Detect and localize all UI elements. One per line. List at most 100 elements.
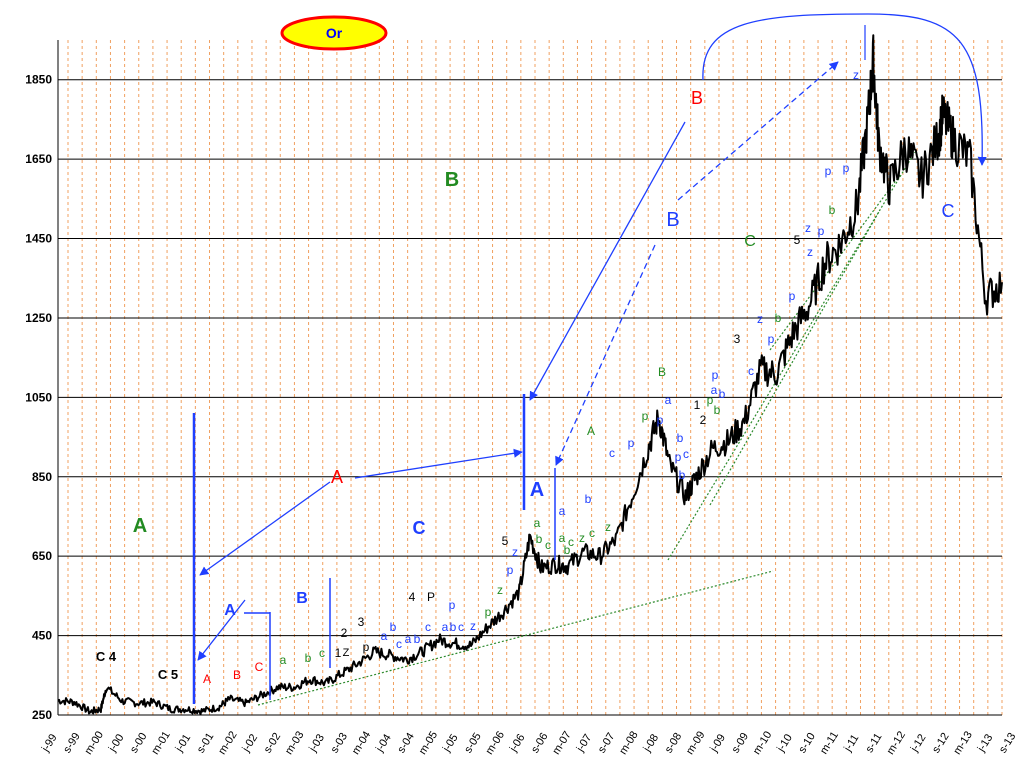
wave-label: B [233,668,241,682]
wave-label: a [559,504,566,518]
wave-label: a [381,629,388,643]
wave-label: 3 [734,332,741,346]
wave-arrow [555,244,656,466]
wave-label: B [691,88,703,108]
wave-label: p [825,164,832,178]
wave-label: p [507,563,514,577]
wave-arrow [197,599,246,661]
wave-arrows [192,13,987,704]
wave-label: C [255,660,264,674]
wave-label: A [530,479,544,501]
wave-label: p [712,368,719,382]
wave-label: p [657,413,664,427]
wave-label: p [707,393,714,407]
y-tick-label: 650 [32,549,52,563]
y-tick-label: 1250 [25,311,52,325]
wave-label: 5 [502,534,509,548]
wave-label: 2 [700,413,707,427]
wave-label: b [775,311,782,325]
wave-label: a [534,516,541,530]
y-tick-label: 1650 [25,152,52,166]
wave-label: b [536,532,543,546]
wave-label: B [445,169,459,191]
wave-label: a [711,383,718,397]
wave-label: A [224,602,236,619]
trend-line [257,570,774,706]
wave-label: a [442,620,449,634]
wave-label: z [605,520,611,534]
wave-label: C [744,233,756,250]
wave-label: c [425,620,431,634]
wave-label: p [843,161,850,175]
wave-label: b [679,468,686,482]
wave-label: 3 [358,615,365,629]
y-tick-label: 1050 [25,390,52,404]
wave-label: c [396,637,402,651]
wave-label: A [133,515,147,537]
wave-label: z [497,583,503,597]
vertical-gridlines [67,40,1003,715]
wave-label: z [807,245,813,259]
wave-label: b [305,651,312,665]
wave-label: b [677,431,684,445]
wave-label: A [203,672,211,686]
wave-label: c [589,526,595,540]
wave-label: p [768,332,775,346]
wave-label: b [585,492,592,506]
trend-line [769,174,901,351]
wave-label: z [470,619,476,633]
wave-label: a [405,632,412,646]
wave-label: b [719,387,726,401]
price-series-line [57,34,1003,716]
wave-arc-arrow [702,13,987,166]
wave-label: a [559,531,566,545]
wave-label: p [449,598,456,612]
wave-label: b [564,543,571,557]
wave-label: C 5 [158,667,178,682]
wave-label: p [789,289,796,303]
wave-label: B [658,365,666,379]
wave-label: 4 [409,590,416,604]
wave-label: b [714,403,721,417]
wave-arrow [354,448,523,479]
wave-label: z [757,312,763,326]
wave-label: z [512,545,518,559]
wave-label: P [427,590,435,604]
wave-label: b [450,620,457,634]
wave-label: a [665,393,672,407]
chart-title: Or [326,25,343,41]
wave-label: A [331,467,343,487]
wave-label: Z [343,647,350,659]
wave-label: A [587,424,595,438]
wave-label: B [296,590,308,607]
wave-label: z [805,221,811,235]
wave-label: z [579,531,585,545]
wave-label: B [666,209,679,231]
wave-label: C [413,518,426,538]
wave-label: p [642,409,649,423]
wave-label: p [363,640,370,654]
wave-label: c [568,535,574,549]
y-tick-label: 1450 [25,232,52,246]
wave-label: 1 [694,398,701,412]
wave-arrow [677,61,839,201]
wave-label: c [748,364,754,378]
wave-label: p [628,436,635,450]
wave-label: C 4 [96,649,117,664]
wave-label: c [545,538,551,552]
wave-arrow [199,481,331,576]
wave-label: p [675,450,682,464]
wave-label: c [683,447,689,461]
wave-label: z [853,68,859,82]
wave-label: C [942,201,955,221]
y-tick-label: 850 [32,470,52,484]
wave-label: b [390,620,397,634]
wave-arrow [529,121,686,401]
wave-label: 1 [335,646,342,660]
wave-label: b [829,203,836,217]
wave-label: p [818,224,825,238]
y-tick-labels: 250 450 650 850 1050 1250 1450 1650 1850 [25,73,52,722]
